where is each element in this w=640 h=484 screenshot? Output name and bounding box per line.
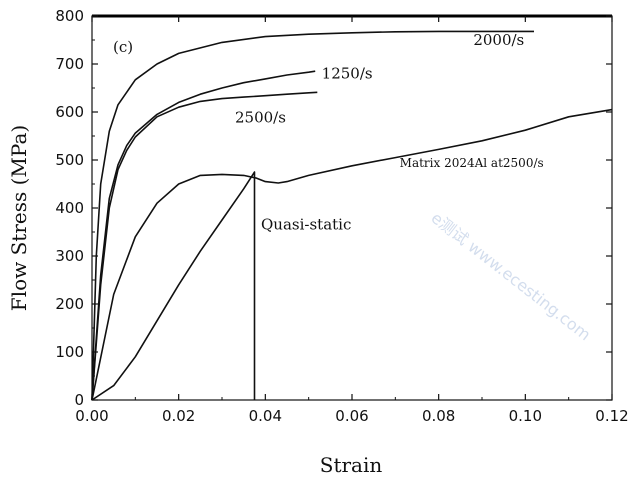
series-line-2500-s [91,91,318,401]
series-line-1250-s [91,70,316,401]
watermark: e测试 www.ecesting.com [428,208,595,344]
y-tick-label: 500 [55,151,84,169]
y-tick-label: 700 [55,55,84,73]
series-line-matrix-2024al-at2500-s [91,108,613,401]
y-tick-label: 0 [74,391,84,409]
y-tick-label: 200 [55,295,84,313]
axes: 0.00 0.02 0.04 0.06 0.08 0.10 0.12 0 100 200 300 40… [55,7,628,425]
series-label: 2000/s [473,31,524,49]
y-tick-label: 300 [55,247,84,265]
annotations: 2000/s 1250/s 2500/s Matrix 2024Al at2500/s… [235,31,544,234]
y-tick-label: 600 [55,103,84,121]
x-tick-label: 0.04 [249,407,282,425]
x-tick-label: 0.10 [509,407,542,425]
x-axis-title: Strain [320,453,383,477]
series-label: 1250/s [322,64,373,82]
x-tick-label: 0.00 [75,407,108,425]
panel-label: (c) [113,38,133,56]
series-line-quasi-static [91,171,256,401]
y-tick-label: 100 [55,343,84,361]
x-tick-label: 0.08 [422,407,455,425]
series-line-2000-s [91,30,534,401]
y-tick-label: 800 [55,7,84,25]
y-tick-label: 400 [55,199,84,217]
x-tick-label: 0.06 [335,407,368,425]
series-layer [91,30,613,401]
watermark-text: e测试 www.ecesting.com [428,208,595,344]
y-axis-title: Flow Stress (MPa) [7,125,31,311]
series-label: Quasi-static [261,216,351,234]
x-tick-label: 0.12 [595,407,628,425]
series-label: 2500/s [235,109,286,127]
series-label: Matrix 2024Al at2500/s [400,156,544,170]
x-tick-label: 0.02 [162,407,195,425]
